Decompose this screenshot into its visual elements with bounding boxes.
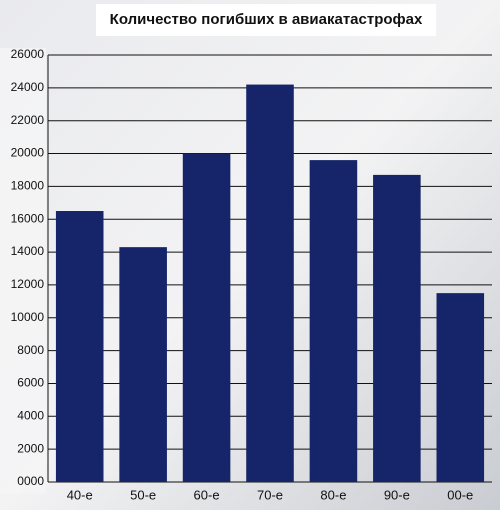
y-tick-label: 12000 [11, 277, 45, 291]
y-tick-label: 20000 [11, 146, 45, 160]
y-tick-label: 22000 [11, 113, 45, 127]
y-tick-label: 14000 [11, 244, 45, 258]
x-tick-label: 50-е [130, 487, 156, 502]
y-tick-label: 26000 [11, 47, 45, 61]
y-tick-label: 18000 [11, 179, 45, 193]
y-tick-label: 6000 [17, 376, 44, 390]
bar [309, 160, 358, 482]
y-tick-label: 4000 [17, 408, 44, 422]
bar [55, 211, 104, 482]
y-tick-label: 10000 [11, 310, 45, 324]
x-tick-label: 00-е [447, 487, 473, 502]
x-tick-label: 70-е [257, 487, 283, 502]
y-tick-label: 24000 [11, 80, 45, 94]
bar [373, 174, 421, 482]
x-tick-label: 40-е [67, 487, 93, 502]
title-box [96, 4, 436, 36]
x-tick-label: 80-е [320, 487, 346, 502]
y-tick-label: 16000 [11, 211, 45, 225]
y-tick-label: 0000 [17, 474, 44, 488]
x-tick-label: 90-е [384, 487, 410, 502]
bar [246, 84, 294, 483]
bar [436, 293, 485, 482]
y-axis-panel [0, 48, 46, 493]
chart-title: Количество погибших в авиакатастрофах [110, 11, 423, 28]
y-tick-label: 8000 [17, 343, 44, 357]
bar [119, 247, 167, 482]
bar [182, 153, 231, 483]
x-tick-label: 60-е [194, 487, 220, 502]
y-tick-label: 2000 [17, 441, 44, 455]
